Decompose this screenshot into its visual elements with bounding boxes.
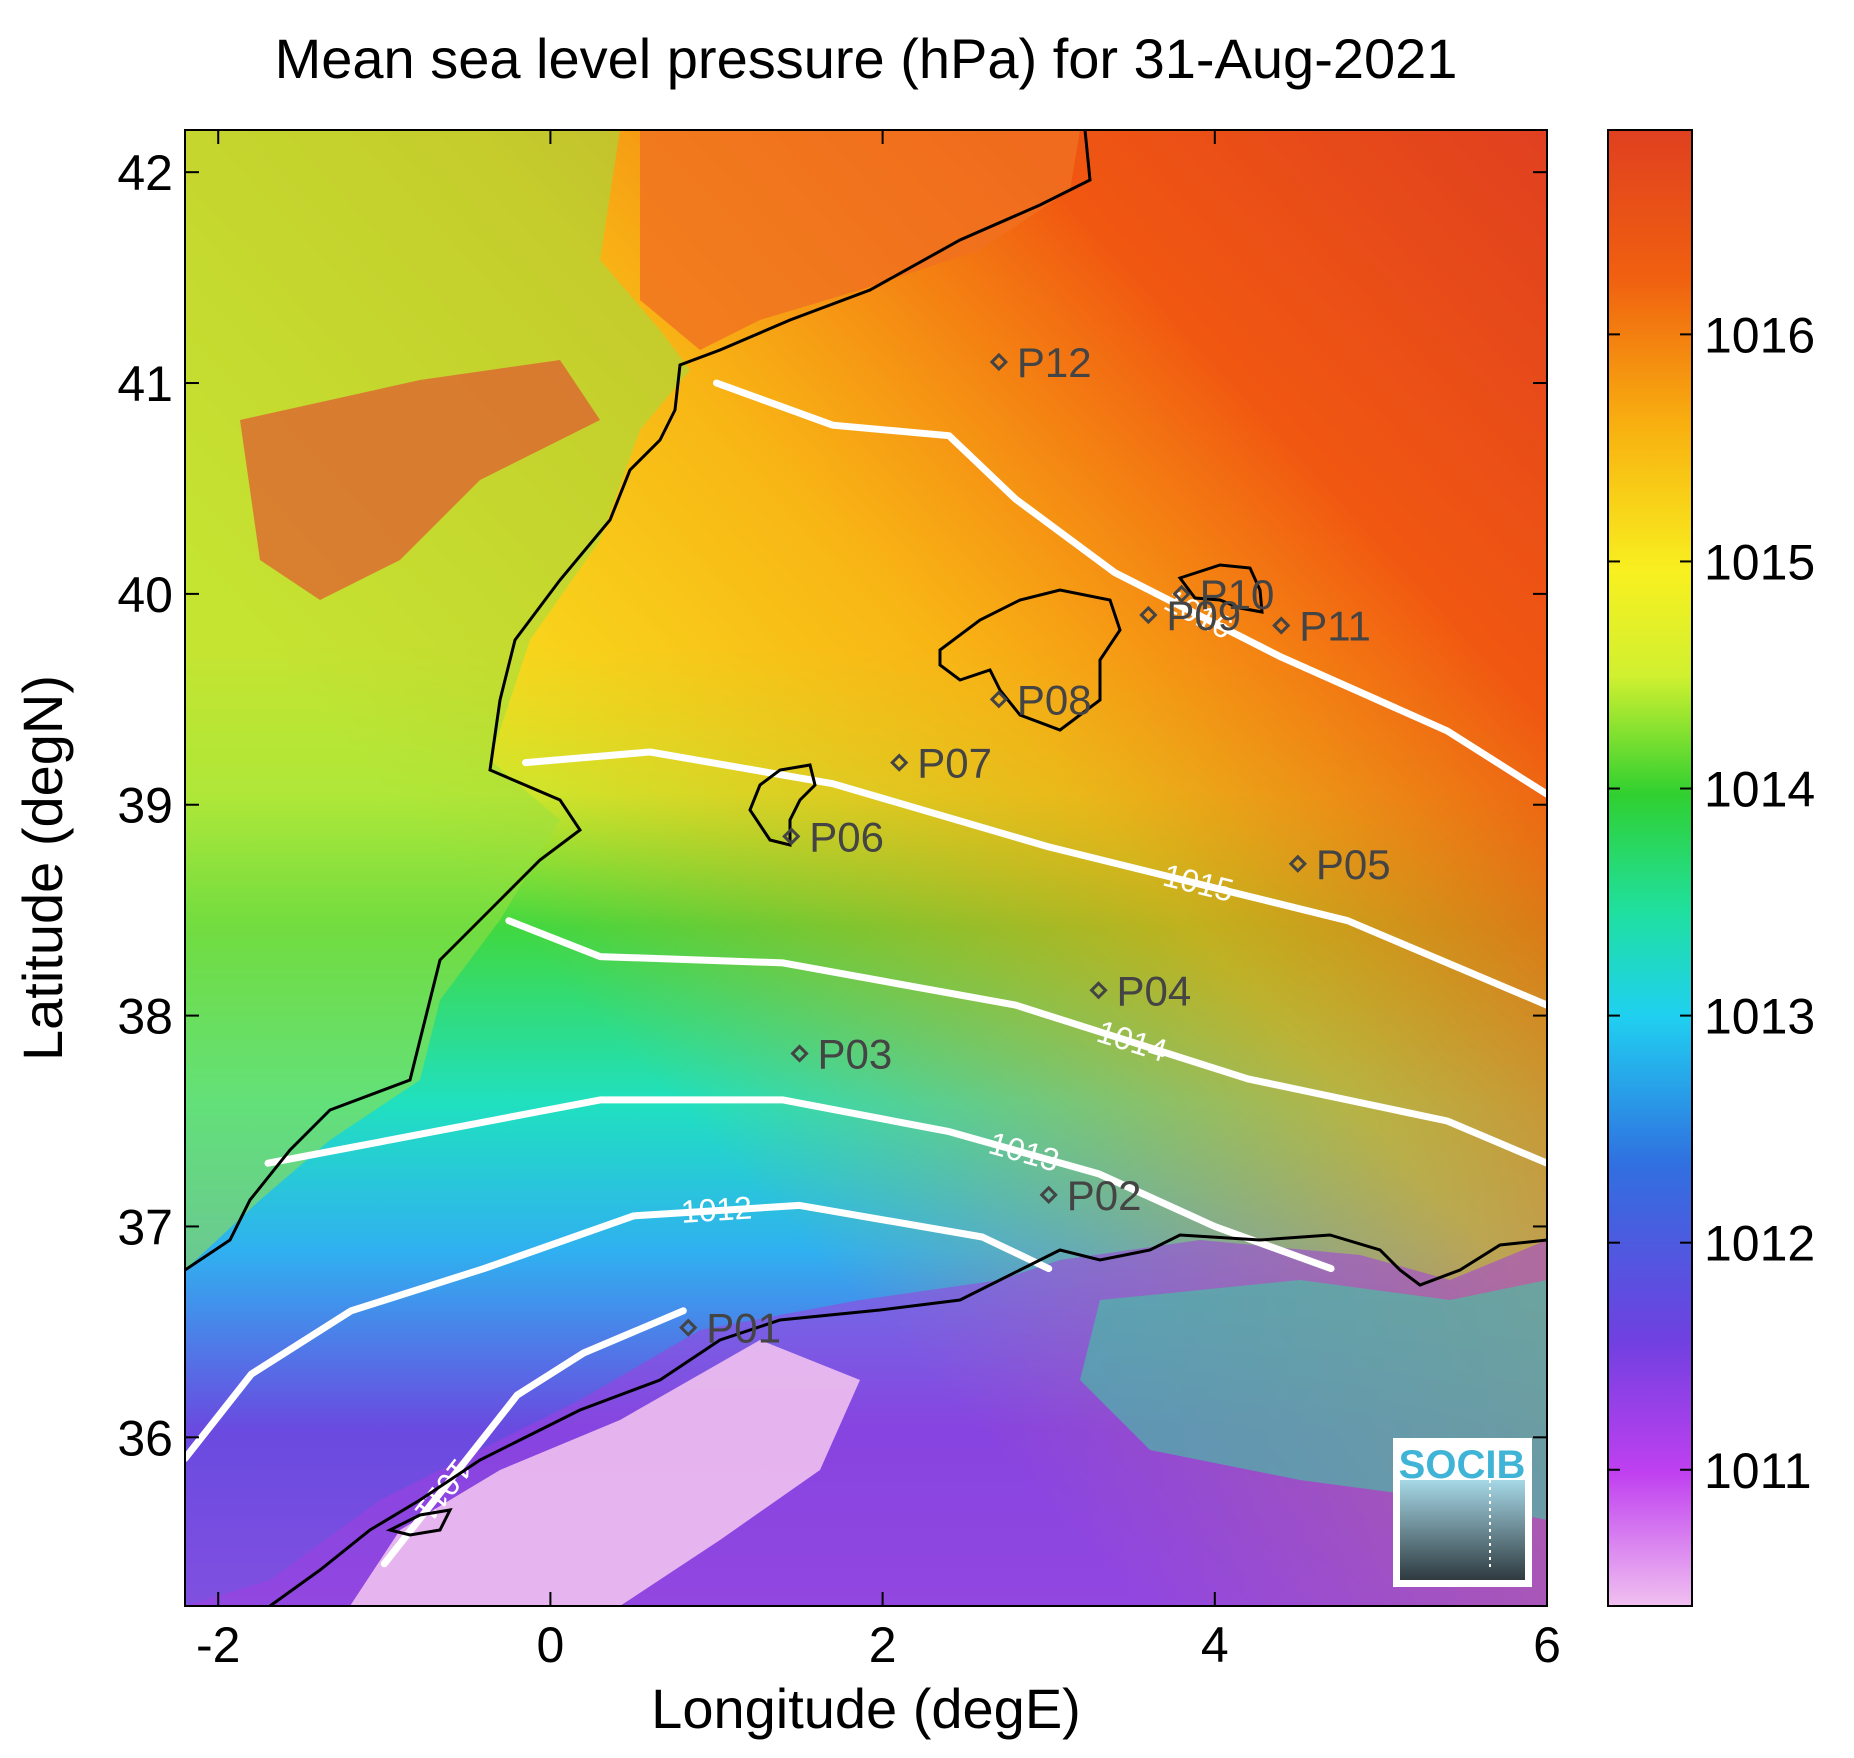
y-tick-label: 40 bbox=[117, 567, 173, 623]
coastline-iberia bbox=[185, 130, 1092, 1272]
colorbar-tick-label: 1013 bbox=[1704, 989, 1815, 1045]
coastline-north-africa bbox=[269, 1233, 1547, 1606]
station-marker-icon bbox=[1272, 616, 1291, 635]
x-tick-label: -2 bbox=[196, 1617, 240, 1673]
station-label: P01 bbox=[706, 1305, 781, 1352]
coastline-alboran bbox=[385, 1508, 453, 1537]
station-label: P03 bbox=[818, 1031, 893, 1078]
isobar-1011 bbox=[380, 1307, 687, 1568]
station-marker-icon bbox=[1288, 854, 1307, 873]
x-tick-label: 4 bbox=[1201, 1617, 1229, 1673]
coastline-ibiza bbox=[748, 763, 817, 847]
colorbar-tick-label: 1015 bbox=[1704, 534, 1815, 590]
x-axis-label: Longitude (degE) bbox=[651, 1677, 1081, 1740]
plot-frame bbox=[184, 129, 1548, 1607]
isobar-1016 bbox=[713, 379, 1547, 798]
colorbar-tick-label: 1011 bbox=[1704, 1443, 1812, 1499]
station-label: P02 bbox=[1067, 1172, 1142, 1219]
y-tick-label: 36 bbox=[117, 1410, 173, 1466]
socib-logo-text: SOCIB bbox=[1399, 1443, 1526, 1487]
station-marker-icon bbox=[1139, 605, 1158, 625]
y-axis-label: Latitude (degN) bbox=[11, 675, 74, 1061]
station-marker-icon bbox=[1039, 1185, 1058, 1204]
y-axis-ticks: 36 37 38 39 40 41 42 bbox=[117, 145, 1547, 1466]
colorbar bbox=[1607, 129, 1693, 1607]
station-marker-icon bbox=[679, 1318, 698, 1337]
station-label: P11 bbox=[1299, 603, 1371, 650]
y-tick-label: 39 bbox=[117, 778, 173, 834]
isobar-1015 bbox=[522, 748, 1547, 1009]
station-label: P07 bbox=[917, 740, 992, 787]
land-iberia-plateau bbox=[240, 360, 600, 600]
isobar-label: 1012 bbox=[680, 1189, 753, 1229]
isobar-1014 bbox=[505, 917, 1547, 1167]
station-label: P12 bbox=[1017, 339, 1092, 386]
coastline bbox=[185, 130, 1547, 1606]
socib-logo: SOCIB bbox=[1393, 1438, 1532, 1587]
station-marker-icon bbox=[989, 690, 1009, 709]
y-tick-label: 37 bbox=[117, 1199, 173, 1255]
station-marker-icon bbox=[890, 753, 909, 772]
colorbar-ticks: 1011 1012 1013 1014 1015 1016 bbox=[1608, 307, 1815, 1499]
x-tick-label: 2 bbox=[869, 1617, 897, 1673]
colorbar-tick-label: 1016 bbox=[1704, 307, 1815, 363]
coastline-mallorca bbox=[938, 588, 1122, 732]
land-iberia-north bbox=[640, 130, 1080, 350]
station-label: P05 bbox=[1316, 841, 1391, 888]
colorbar-tick-label: 1014 bbox=[1704, 762, 1815, 818]
africa-low-pressure-core bbox=[350, 1340, 860, 1606]
x-axis-ticks: -2 0 2 4 6 bbox=[196, 130, 1561, 1673]
station-label: P06 bbox=[809, 813, 884, 860]
colorbar-tick-label: 1012 bbox=[1704, 1216, 1815, 1272]
isobar-1013 bbox=[264, 1096, 1335, 1273]
isobar-1012 bbox=[185, 1201, 1053, 1462]
station-label: P10 bbox=[1200, 571, 1275, 618]
y-tick-label: 38 bbox=[117, 989, 173, 1045]
station-marker-icon bbox=[1172, 584, 1191, 604]
station-marker-icon bbox=[782, 827, 801, 846]
station-marker-icon bbox=[790, 1044, 809, 1063]
station-marker-icon bbox=[1089, 981, 1108, 1000]
x-tick-label: 6 bbox=[1533, 1617, 1561, 1673]
coastline-menorca bbox=[1177, 563, 1264, 614]
station-marker-icon bbox=[989, 352, 1009, 372]
y-tick-label: 41 bbox=[117, 356, 173, 412]
y-tick-label: 42 bbox=[117, 145, 173, 201]
x-tick-label: 0 bbox=[537, 1617, 565, 1673]
chart-title: Mean sea level pressure (hPa) for 31-Aug… bbox=[275, 27, 1458, 90]
station-label: P08 bbox=[1017, 676, 1092, 723]
station-label: P04 bbox=[1117, 967, 1192, 1014]
